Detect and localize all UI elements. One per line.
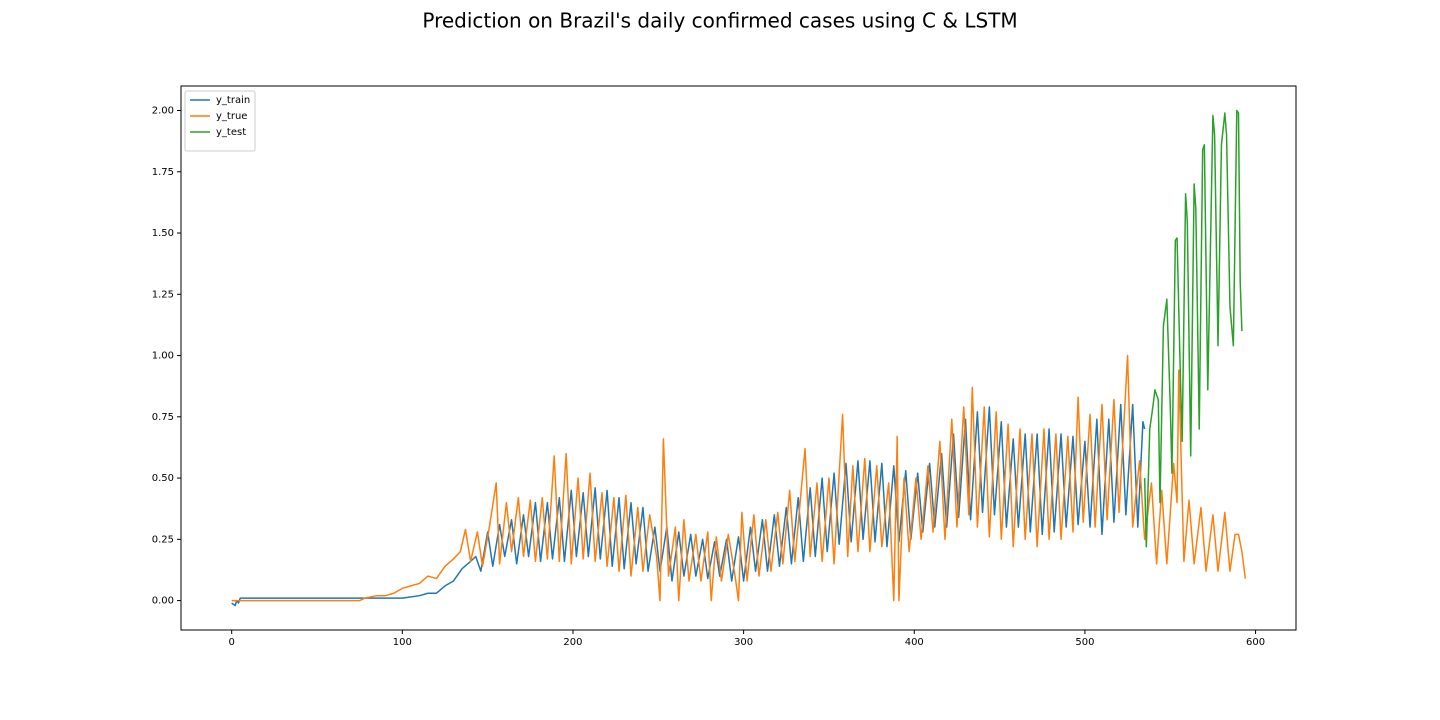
y-tick-label: 0.25 — [152, 534, 174, 545]
x-tick-label: 500 — [1075, 637, 1094, 648]
plot-area — [231, 109, 1247, 607]
x-tick-label: 600 — [1246, 637, 1265, 648]
legend-label: y_test — [216, 127, 246, 138]
y-tick-label: 0.50 — [152, 473, 174, 484]
x-tick-label: 200 — [563, 637, 582, 648]
series-line — [231, 403, 1146, 607]
x-tick-label: 400 — [905, 637, 924, 648]
legend-box — [184, 90, 256, 152]
chart-title: Prediction on Brazil's daily confirmed c… — [422, 9, 1017, 33]
y-tick-label: 0.75 — [152, 412, 174, 423]
y-tick-label: 2.00 — [152, 106, 174, 117]
y-tick-label: 1.50 — [152, 228, 174, 239]
series-line — [231, 354, 1247, 602]
axes-frame — [180, 85, 1297, 631]
legend-label: y_true — [216, 111, 247, 122]
x-tick-label: 300 — [734, 637, 753, 648]
y-tick-label: 1.00 — [152, 351, 174, 362]
legend-label: y_train — [216, 95, 250, 106]
y-tick-label: 0.00 — [152, 596, 174, 607]
y-tick-label: 1.25 — [152, 289, 174, 300]
y-tick-label: 1.75 — [152, 167, 174, 178]
x-tick-label: 100 — [393, 637, 412, 648]
series-line — [1143, 109, 1243, 548]
x-tick-label: 0 — [228, 637, 234, 648]
